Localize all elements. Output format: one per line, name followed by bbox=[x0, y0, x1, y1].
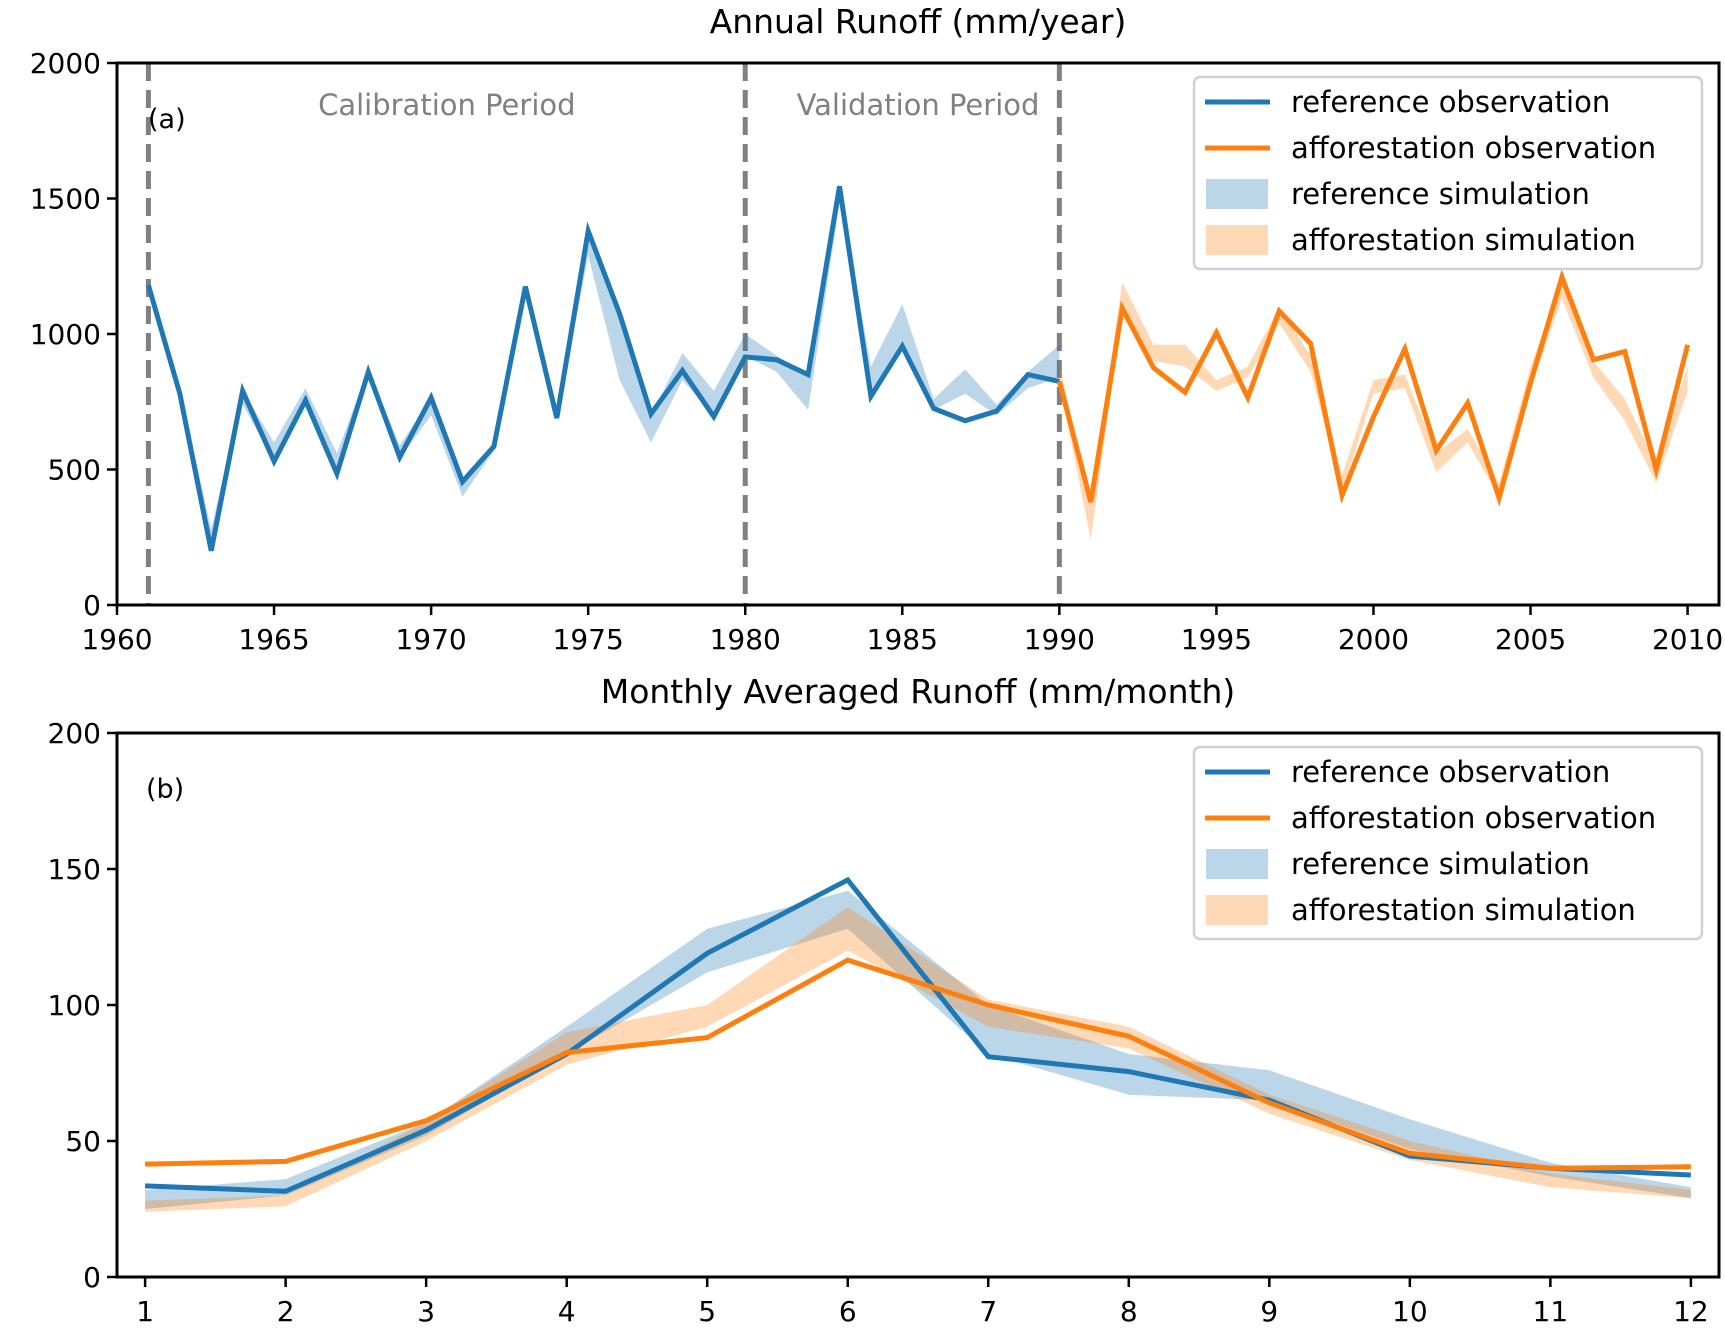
x-tick-label: 9 bbox=[1260, 1295, 1278, 1328]
x-tick-label: 2010 bbox=[1652, 623, 1723, 656]
x-tick-label: 2000 bbox=[1338, 623, 1409, 656]
y-tick-label: 200 bbox=[48, 717, 101, 750]
x-tick-label: 2005 bbox=[1495, 623, 1566, 656]
x-tick-label: 3 bbox=[417, 1295, 435, 1328]
y-tick-label: 500 bbox=[48, 454, 101, 487]
panel-label: (b) bbox=[146, 774, 184, 805]
x-tick-label: 1 bbox=[136, 1295, 154, 1328]
legend-label: reference observation bbox=[1291, 755, 1610, 789]
legend-band-swatch bbox=[1206, 179, 1268, 209]
panel-label: (a) bbox=[148, 104, 186, 135]
x-tick-label: 5 bbox=[698, 1295, 716, 1328]
legend-label: afforestation simulation bbox=[1291, 893, 1636, 927]
line-afforestation-observation bbox=[145, 957, 1691, 1171]
chart-title: Annual Runoff (mm/year) bbox=[710, 2, 1127, 41]
legend-label: reference simulation bbox=[1291, 847, 1590, 881]
legend: reference observation afforestation obser… bbox=[1192, 745, 1704, 941]
y-tick-label: 2000 bbox=[30, 47, 101, 80]
x-tick-label: 11 bbox=[1533, 1295, 1569, 1328]
legend-box bbox=[1192, 75, 1704, 271]
y-tick-label: 100 bbox=[48, 989, 101, 1022]
x-tick-label: 6 bbox=[839, 1295, 857, 1328]
legend-label: afforestation simulation bbox=[1291, 223, 1636, 257]
x-tick-label: 4 bbox=[558, 1295, 576, 1328]
x-tick-label: 1980 bbox=[710, 623, 781, 656]
x-tick-label: 1965 bbox=[238, 623, 309, 656]
legend-band-swatch bbox=[1206, 225, 1268, 255]
y-tick-label: 0 bbox=[83, 589, 101, 622]
band-reference-simulation bbox=[148, 187, 1060, 549]
legend-band-swatch bbox=[1206, 849, 1268, 879]
line-reference-observation bbox=[145, 185, 1060, 552]
legend-label: afforestation observation bbox=[1291, 801, 1656, 835]
panel-annual-runoff: Annual Runoff (mm/year) Calibration Peri… bbox=[30, 2, 1723, 656]
legend-band-swatch bbox=[1206, 895, 1268, 925]
y-tick-label: 1500 bbox=[30, 183, 101, 216]
legend-label: reference observation bbox=[1291, 85, 1610, 119]
y-tick-label: 50 bbox=[65, 1125, 101, 1158]
x-tick-label: 1990 bbox=[1024, 623, 1095, 656]
period-label: Calibration Period bbox=[318, 88, 575, 122]
y-tick-label: 0 bbox=[83, 1261, 101, 1294]
legend-label: reference simulation bbox=[1291, 177, 1590, 211]
y-tick-label: 1000 bbox=[30, 318, 101, 351]
x-tick-label: 10 bbox=[1392, 1295, 1428, 1328]
x-tick-label: 1975 bbox=[553, 623, 624, 656]
chart-title: Monthly Averaged Runoff (mm/month) bbox=[601, 672, 1236, 711]
y-tick-label: 150 bbox=[48, 853, 101, 886]
x-tick-label: 1960 bbox=[81, 623, 152, 656]
x-tick-label: 12 bbox=[1673, 1295, 1709, 1328]
period-label: Validation Period bbox=[797, 88, 1040, 122]
x-tick-label: 8 bbox=[1120, 1295, 1138, 1328]
band-reference-simulation bbox=[145, 890, 1691, 1209]
x-tick-label: 7 bbox=[979, 1295, 997, 1328]
x-tick-label: 1970 bbox=[395, 623, 466, 656]
x-tick-label: 1985 bbox=[867, 623, 938, 656]
legend-label: afforestation observation bbox=[1291, 131, 1656, 165]
x-tick-label: 2 bbox=[277, 1295, 295, 1328]
x-tick-label: 1995 bbox=[1181, 623, 1252, 656]
legend: reference observation afforestation obser… bbox=[1192, 75, 1704, 271]
legend-box bbox=[1192, 745, 1704, 941]
